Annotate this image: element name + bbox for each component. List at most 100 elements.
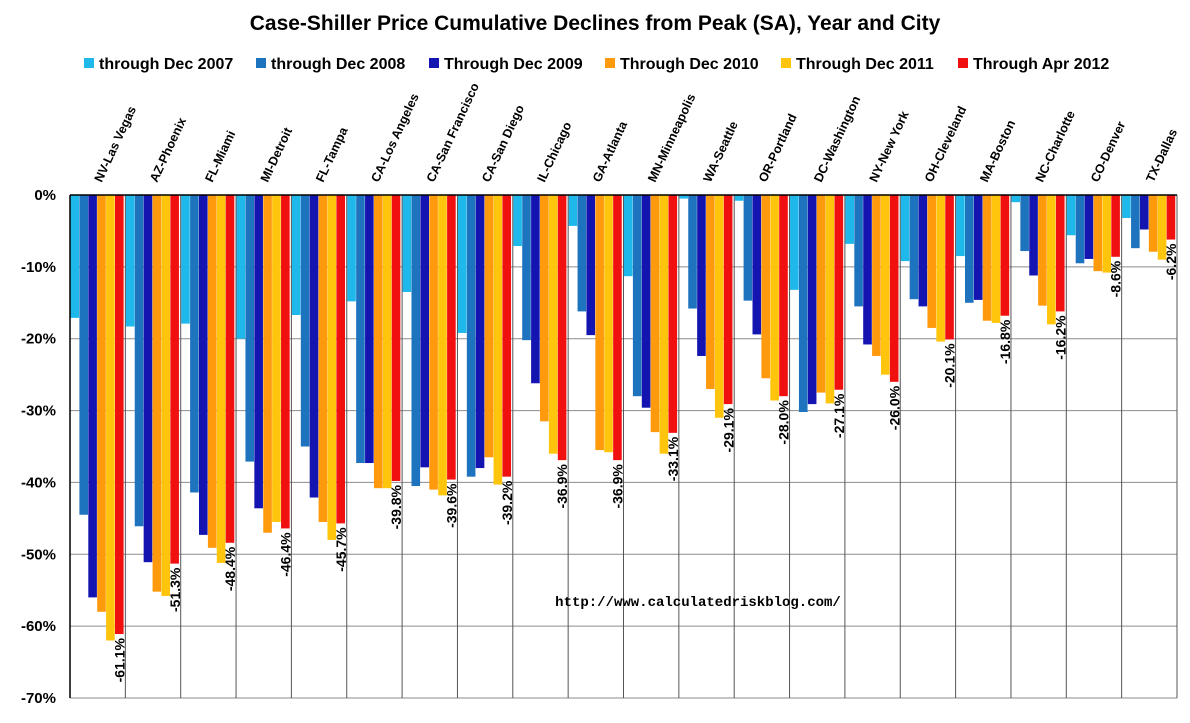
bar — [1111, 195, 1120, 257]
legend-swatch — [84, 58, 94, 68]
bar — [595, 195, 604, 451]
bar — [1000, 195, 1010, 316]
data-label: -8.6% — [1108, 260, 1124, 297]
bar — [854, 195, 863, 307]
bar — [318, 195, 328, 522]
y-tick-label: -40% — [21, 474, 56, 491]
bar — [706, 195, 715, 390]
bar — [540, 195, 549, 422]
bar — [982, 195, 992, 321]
bar — [945, 195, 954, 340]
bar — [245, 195, 255, 462]
bar — [466, 195, 476, 477]
bar — [365, 195, 374, 464]
bar — [604, 195, 613, 453]
bar — [834, 195, 844, 390]
bar — [1131, 195, 1140, 249]
data-label: -39.8% — [388, 484, 404, 529]
bar — [502, 195, 512, 477]
data-label: -26.0% — [886, 385, 902, 430]
bar — [382, 195, 392, 489]
legend-swatch — [781, 58, 791, 68]
bar — [79, 195, 88, 515]
bar — [872, 195, 881, 356]
data-label: -6.2% — [1163, 243, 1179, 280]
data-label: -36.9% — [610, 464, 626, 509]
bar — [484, 195, 494, 458]
data-label: -45.7% — [333, 527, 349, 572]
data-label: -16.8% — [997, 319, 1013, 364]
bar — [1066, 195, 1076, 236]
legend-swatch — [256, 58, 266, 68]
bar — [577, 195, 587, 312]
legend: through Dec 2007 through Dec 2008 Through … — [84, 56, 1109, 73]
bar — [1157, 195, 1167, 260]
bar — [152, 195, 162, 592]
bar — [272, 195, 281, 522]
y-tick-label: -20% — [21, 331, 56, 348]
data-label: -48.4% — [222, 546, 238, 591]
bar — [1148, 195, 1158, 252]
bar — [522, 195, 531, 341]
data-label: -27.1% — [831, 393, 847, 438]
y-tick-label: -30% — [21, 403, 56, 420]
bar — [790, 195, 799, 290]
bar — [336, 195, 345, 524]
bar — [641, 195, 651, 408]
data-label: -29.1% — [720, 408, 736, 453]
bar — [97, 195, 106, 612]
data-labels: -61.1% -51.3% -48.4% -46.4% -45.7% -39.8% -39.… — [111, 243, 1179, 682]
data-label: -36.9% — [554, 464, 570, 509]
bar — [199, 195, 208, 535]
bar — [973, 195, 983, 300]
data-label: -28.0% — [776, 400, 792, 445]
bar — [863, 195, 872, 345]
bar — [1038, 195, 1047, 306]
bar — [816, 195, 826, 393]
axes — [69, 194, 1178, 698]
bar — [752, 195, 762, 335]
bar — [936, 195, 945, 342]
bar — [586, 195, 596, 336]
bar — [1029, 195, 1038, 276]
legend-label: Through Apr 2012 — [973, 56, 1109, 73]
bar — [668, 195, 678, 433]
bar — [779, 195, 788, 397]
bar — [679, 195, 688, 199]
bar — [845, 195, 854, 244]
y-tick-label: -50% — [21, 546, 56, 563]
data-label: -39.6% — [444, 483, 460, 528]
bar — [918, 195, 928, 307]
bar — [1084, 195, 1094, 259]
bar — [1122, 195, 1131, 218]
bar — [531, 195, 540, 384]
bar — [134, 195, 144, 527]
bar — [391, 195, 401, 481]
bar — [236, 195, 246, 339]
bar — [659, 195, 669, 454]
bar — [1020, 195, 1029, 252]
bar — [411, 195, 421, 487]
legend-label: Through Dec 2009 — [444, 56, 583, 73]
bar — [991, 195, 1001, 323]
data-label: -46.4% — [278, 532, 294, 577]
bar — [291, 195, 301, 316]
legend-swatch — [605, 58, 615, 68]
bar — [1166, 195, 1176, 240]
bar — [207, 195, 217, 548]
bar — [1139, 195, 1149, 230]
legend-label: Through Dec 2010 — [620, 56, 759, 73]
bar — [347, 195, 356, 302]
bar — [143, 195, 153, 563]
bar — [327, 195, 337, 540]
source-annotation: http://www.calculatedriskblog.com/ — [555, 595, 841, 611]
bar — [225, 195, 235, 543]
bar — [965, 195, 974, 303]
bar — [900, 195, 910, 262]
bar — [714, 195, 724, 418]
bar — [1075, 195, 1085, 264]
bar — [447, 195, 456, 480]
bar — [548, 195, 558, 454]
bar — [956, 195, 965, 257]
bar — [798, 195, 808, 413]
